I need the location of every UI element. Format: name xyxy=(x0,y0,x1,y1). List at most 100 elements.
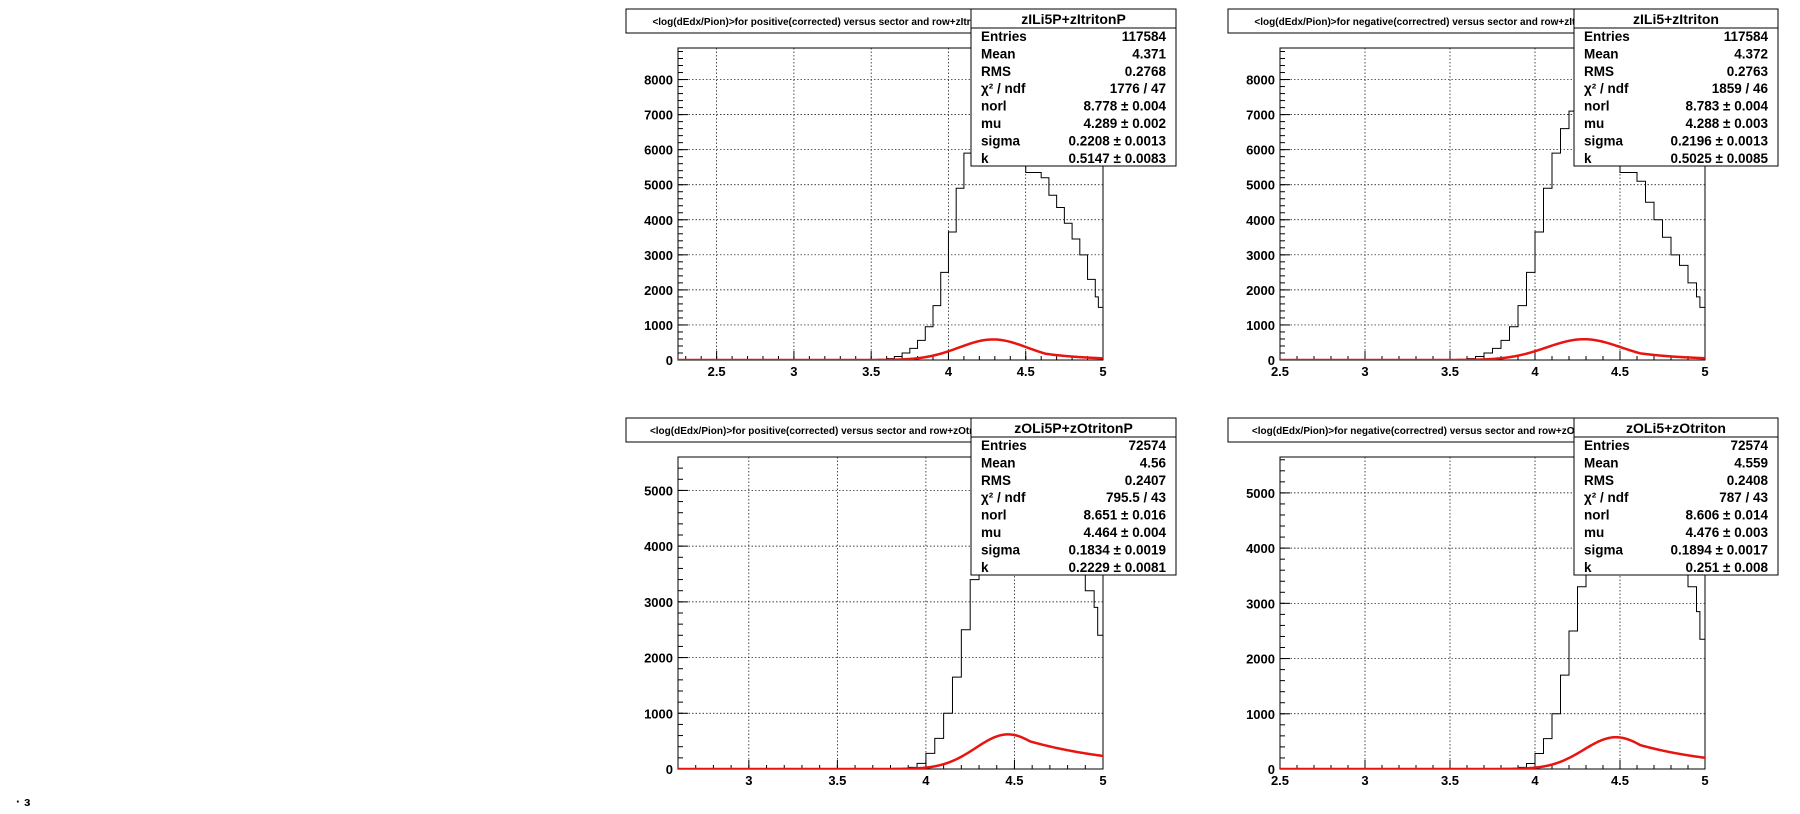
stats-box xyxy=(1573,417,1779,576)
y-tick-label: 2000 xyxy=(644,651,673,666)
stats-label: mu xyxy=(981,525,1001,540)
stats-label: norl xyxy=(1584,99,1610,114)
stats-label: mu xyxy=(981,116,1001,131)
title-box xyxy=(1227,417,1625,443)
stats-label: k xyxy=(1584,560,1592,575)
fit-curve xyxy=(678,338,1103,360)
y-tick-label: 6000 xyxy=(644,143,673,158)
x-tick-label: 5 xyxy=(1701,773,1708,788)
stats-label: RMS xyxy=(981,473,1011,488)
y-tick-label: 4000 xyxy=(1246,213,1275,228)
chart-panel-1: 2.5 3 3.5 4 4.5 5 0 1000 2000 3000 4000 5000 6000 700… xyxy=(625,8,1177,379)
stats-value: 1859 / 46 xyxy=(1712,81,1769,96)
title-box xyxy=(625,417,1023,443)
y-tick-label: 8000 xyxy=(1246,73,1275,88)
stats-value: 0.2763 xyxy=(1727,64,1769,79)
y-tick-label: 6000 xyxy=(1246,143,1275,158)
stats-label: Mean xyxy=(1584,455,1619,470)
stats-label: Mean xyxy=(981,455,1016,470)
stats-box xyxy=(1573,8,1779,167)
x-tick-label: 4 xyxy=(1531,364,1539,379)
chart-panel-3: 3 3.5 4 4.5 5 0 1000 2000 3000 4000 5000 <log(dEdx/… xyxy=(625,417,1177,788)
x-tick-label: 4.5 xyxy=(1005,773,1023,788)
stats-label: RMS xyxy=(981,64,1011,79)
stats-value: 0.2768 xyxy=(1125,64,1167,79)
y-tick-label: 1000 xyxy=(1246,707,1275,722)
y-tick-label: 1000 xyxy=(644,706,673,721)
x-tick-label: 3.5 xyxy=(1441,364,1459,379)
stats-value: 72574 xyxy=(1128,438,1166,453)
stats-label: mu xyxy=(1584,116,1604,131)
stats-value: 787 / 43 xyxy=(1719,490,1768,505)
stats-value: 8.606 ± 0.014 xyxy=(1686,508,1769,523)
stats-value: 0.2208 ± 0.0013 xyxy=(1069,133,1167,148)
fit-curve xyxy=(678,733,1103,769)
stats-label: Entries xyxy=(1584,438,1630,453)
stats-value: 0.2229 ± 0.0081 xyxy=(1069,560,1167,575)
stats-label: k xyxy=(981,560,989,575)
stats-value: 8.783 ± 0.004 xyxy=(1686,99,1769,114)
stats-value: 4.371 xyxy=(1132,46,1166,61)
chart-panel-2: 2.5 3 3.5 4 4.5 5 0 1000 2000 3000 4000 5000 6000 700… xyxy=(1227,8,1779,379)
stats-label: Entries xyxy=(981,29,1027,44)
stats-value: 117584 xyxy=(1122,29,1167,44)
stats-label: Mean xyxy=(981,46,1016,61)
y-tick-label: 1000 xyxy=(1246,318,1275,333)
stats-label: RMS xyxy=(1584,64,1614,79)
stats-value: 1776 / 47 xyxy=(1110,81,1166,96)
stats-title: zILi5+zItriton xyxy=(1633,11,1719,27)
footer-mark: · ɜ xyxy=(16,794,31,809)
stats-value: 4.56 xyxy=(1140,455,1167,470)
x-tick-label: 2.5 xyxy=(1271,773,1289,788)
stats-title: zOLi5+zOtriton xyxy=(1626,420,1726,436)
x-tick-label: 3 xyxy=(1361,773,1368,788)
stats-label: sigma xyxy=(1584,133,1624,148)
stats-value: 72574 xyxy=(1730,438,1768,453)
y-tick-label: 5000 xyxy=(644,483,673,498)
stats-value: 8.778 ± 0.004 xyxy=(1084,99,1167,114)
stats-value: 0.251 ± 0.008 xyxy=(1686,560,1769,575)
x-tick-label: 3 xyxy=(790,364,797,379)
stats-value: 4.559 xyxy=(1734,455,1768,470)
title-box xyxy=(625,8,1023,34)
stats-label: χ² / ndf xyxy=(981,81,1026,96)
x-tick-label: 3 xyxy=(745,773,752,788)
x-tick-label: 2.5 xyxy=(708,364,726,379)
y-tick-label: 4000 xyxy=(644,539,673,554)
stats-value: 0.1894 ± 0.0017 xyxy=(1671,542,1769,557)
x-tick-label: 5 xyxy=(1099,364,1106,379)
x-tick-label: 4 xyxy=(945,364,953,379)
stats-title: zOLi5P+zOtritonP xyxy=(1014,420,1133,436)
fit-curve xyxy=(1280,337,1705,360)
x-tick-label: 3.5 xyxy=(862,364,880,379)
y-tick-label: 7000 xyxy=(1246,108,1275,123)
y-tick-label: 4000 xyxy=(1246,541,1275,556)
y-tick-label: 3000 xyxy=(1246,248,1275,263)
y-tick-label: 5000 xyxy=(644,178,673,193)
panels-group: 2.5 3 3.5 4 4.5 5 0 1000 2000 3000 4000 5000 6000 700… xyxy=(625,8,1779,788)
y-tick-label: 1000 xyxy=(644,318,673,333)
y-tick-label: 3000 xyxy=(644,595,673,610)
stats-label: k xyxy=(1584,151,1592,166)
chart-title: <log(dEdx/Pion)>for positive(corrected) … xyxy=(652,17,995,28)
x-tick-label: 4 xyxy=(922,773,930,788)
x-tick-label: 5 xyxy=(1701,364,1708,379)
stats-label: χ² / ndf xyxy=(1584,81,1629,96)
stats-value: 8.651 ± 0.016 xyxy=(1084,508,1167,523)
x-tick-label: 3 xyxy=(1361,364,1368,379)
stats-label: k xyxy=(981,151,989,166)
y-tick-label: 3000 xyxy=(644,248,673,263)
chart-title: <log(dEdx/Pion)>for positive(corrected) … xyxy=(650,426,998,437)
x-tick-label: 3.5 xyxy=(828,773,846,788)
y-tick-label: 0 xyxy=(666,353,673,368)
y-tick-label: 4000 xyxy=(644,213,673,228)
stats-label: Entries xyxy=(1584,29,1630,44)
stats-value: 0.1834 ± 0.0019 xyxy=(1069,542,1167,557)
x-tick-label: 4.5 xyxy=(1017,364,1035,379)
y-tick-label: 3000 xyxy=(1246,596,1275,611)
stats-value: 4.476 ± 0.003 xyxy=(1686,525,1769,540)
y-tick-label: 5000 xyxy=(1246,178,1275,193)
y-tick-label: 5000 xyxy=(1246,486,1275,501)
x-tick-label: 3.5 xyxy=(1441,773,1459,788)
